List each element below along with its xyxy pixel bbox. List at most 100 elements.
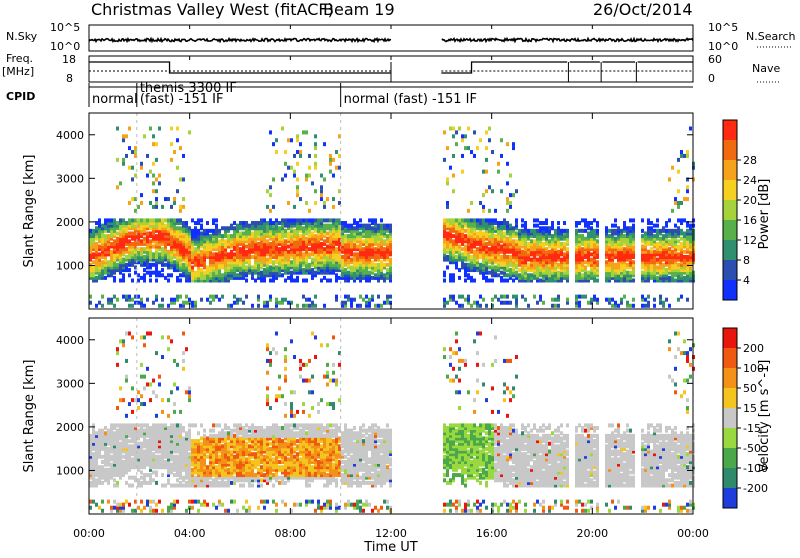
heatmap-cell <box>680 242 683 246</box>
heatmap-cell <box>176 166 179 170</box>
heatmap-cell <box>656 276 659 280</box>
heatmap-cell <box>122 273 125 277</box>
heatmap-cell <box>473 279 476 283</box>
heatmap-cell <box>362 239 365 243</box>
heatmap-cell <box>194 221 197 225</box>
heatmap-cell <box>659 237 662 241</box>
heatmap-cell <box>452 234 455 238</box>
heatmap-cell <box>131 177 134 181</box>
heatmap-cell <box>341 221 344 225</box>
heatmap-cell <box>323 224 326 228</box>
heatmap-cell <box>152 263 155 267</box>
heatmap-cell <box>542 226 545 230</box>
heatmap-cell <box>116 185 119 189</box>
heatmap-cell <box>149 271 152 275</box>
heatmap-cell <box>371 218 374 222</box>
heatmap-cell <box>194 476 197 480</box>
heatmap-cell <box>131 304 134 308</box>
heatmap-cell <box>446 265 449 269</box>
heatmap-cell <box>146 382 149 386</box>
heatmap-cell <box>299 150 302 154</box>
heatmap-cell <box>137 506 140 510</box>
heatmap-cell <box>386 263 389 267</box>
heatmap-cell <box>284 239 287 243</box>
heatmap-cell <box>287 218 290 222</box>
heatmap-cell <box>347 234 350 238</box>
heatmap-cell <box>608 234 611 238</box>
heatmap-cell <box>185 509 188 513</box>
heatmap-cell <box>506 221 509 225</box>
heatmap-cell <box>623 234 626 238</box>
y-tick-label: 4000 <box>56 129 84 142</box>
heatmap-cell <box>314 134 317 138</box>
heatmap-cell <box>137 295 140 299</box>
heatmap-cell <box>470 218 473 222</box>
heatmap-cell <box>104 468 107 472</box>
heatmap-cell <box>467 209 470 213</box>
heatmap-cell <box>296 162 299 166</box>
heatmap-cell <box>293 279 296 283</box>
heatmap-cell <box>200 423 203 427</box>
heatmap-cell <box>647 250 650 254</box>
heatmap-cell <box>605 226 608 230</box>
heatmap-cell <box>275 298 278 302</box>
heatmap-cell <box>680 201 683 205</box>
heatmap-cell <box>500 301 503 305</box>
heatmap-cell <box>152 245 155 249</box>
heatmap-cell <box>287 250 290 254</box>
heatmap-cell <box>224 239 227 243</box>
heatmap-cell <box>452 295 455 299</box>
heatmap-cell <box>329 162 332 166</box>
heatmap-cell <box>632 279 635 283</box>
heatmap-cell <box>587 231 590 235</box>
heatmap-cell <box>302 218 305 222</box>
heatmap-cell <box>95 221 98 225</box>
heatmap-cell <box>152 423 155 427</box>
heatmap-cell <box>155 189 158 193</box>
heatmap-cell <box>200 268 203 272</box>
heatmap-cell <box>173 298 176 302</box>
heatmap-cell <box>377 304 380 308</box>
heatmap-cell <box>131 509 134 513</box>
heatmap-cell <box>269 295 272 299</box>
heatmap-cell <box>680 237 683 241</box>
heatmap-cell <box>533 295 536 299</box>
heatmap-cell <box>611 298 614 302</box>
heatmap-cell <box>173 359 176 363</box>
heatmap-cell <box>671 229 674 233</box>
heatmap-cell <box>236 224 239 228</box>
heatmap-cell <box>473 301 476 305</box>
heatmap-cell <box>581 229 584 233</box>
heatmap-cell <box>122 423 125 427</box>
freq-tick-high: 18 <box>62 53 76 66</box>
heatmap-cell <box>176 423 179 427</box>
heatmap-cell <box>332 205 335 209</box>
heatmap-cell <box>551 304 554 308</box>
heatmap-cell <box>551 298 554 302</box>
heatmap-cell <box>443 271 446 275</box>
heatmap-cell <box>122 134 125 138</box>
heatmap-cell <box>323 142 326 146</box>
heatmap-cell <box>509 255 512 259</box>
heatmap-cell <box>332 197 335 201</box>
colorbar-tick-label: 4 <box>743 274 750 287</box>
heatmap-cell <box>581 273 584 277</box>
heatmap-cell <box>239 221 242 225</box>
heatmap-cell <box>686 255 689 259</box>
heatmap-cell <box>191 229 194 233</box>
heatmap-cell <box>122 503 125 507</box>
heatmap-cell <box>179 209 182 213</box>
heatmap-cell <box>143 450 146 454</box>
heatmap-cell <box>146 473 149 477</box>
heatmap-cell <box>308 304 311 308</box>
heatmap-cell <box>152 379 155 383</box>
heatmap-cell <box>257 221 260 225</box>
heatmap-cell <box>194 301 197 305</box>
heatmap-cell <box>587 221 590 225</box>
heatmap-cell <box>251 265 254 269</box>
heatmap-cell <box>119 423 122 427</box>
heatmap-cell <box>332 218 335 222</box>
heatmap-cell <box>95 503 98 507</box>
heatmap-cell <box>269 193 272 197</box>
heatmap-cell <box>494 295 497 299</box>
